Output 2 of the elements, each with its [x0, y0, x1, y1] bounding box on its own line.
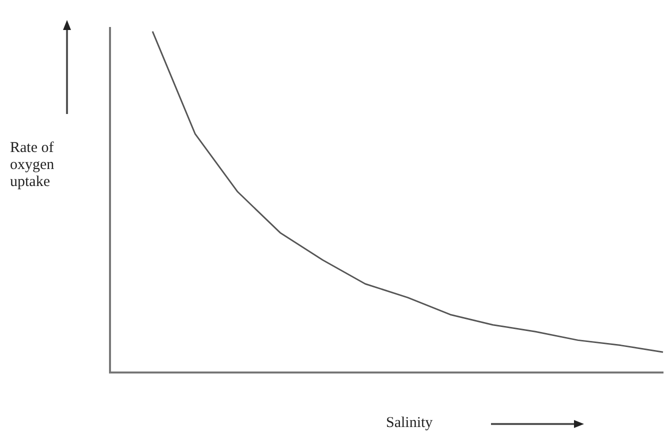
y-axis-title: Rate of oxygen uptake	[10, 140, 56, 191]
x-axis-title: Salinity	[386, 415, 433, 432]
